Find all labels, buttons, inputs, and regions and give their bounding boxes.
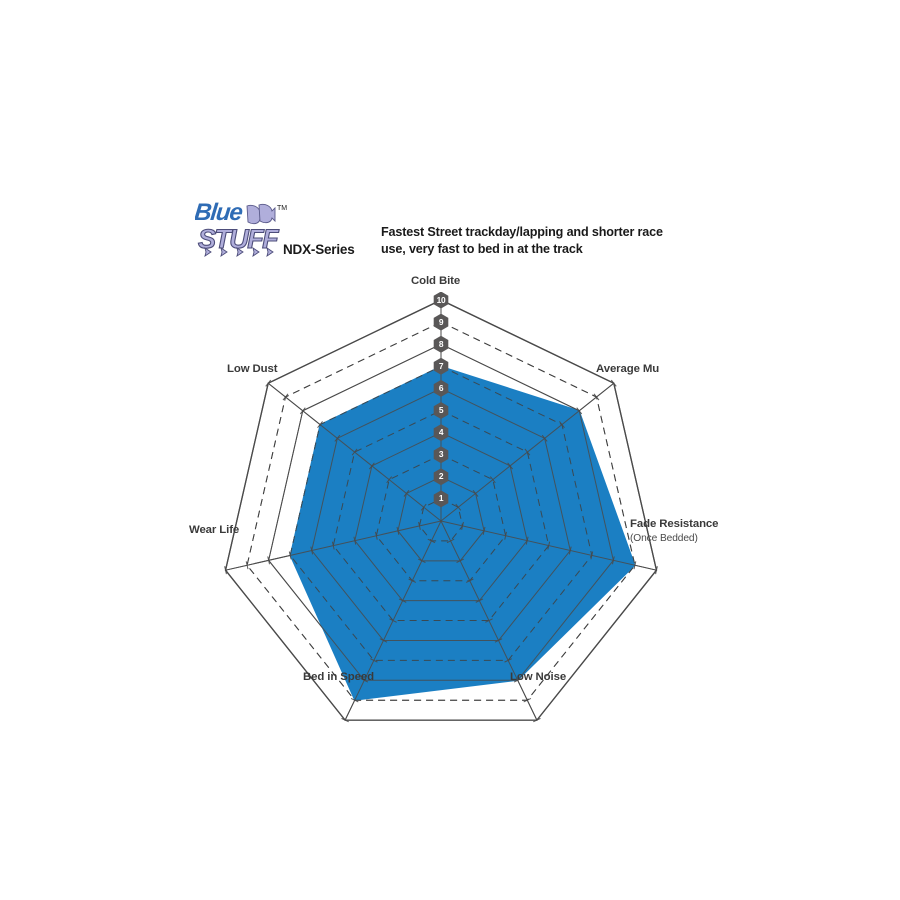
- product-tagline: Fastest Street trackday/lapping and shor…: [381, 225, 663, 256]
- scale-marker-5: 5: [433, 402, 449, 419]
- bluestuff-logo: Blue TM STUFF: [195, 198, 295, 260]
- axis-label-low-dust: Low Dust: [227, 363, 278, 375]
- svg-text:Blue: Blue: [195, 199, 244, 226]
- scale-marker-2: 2: [433, 468, 449, 486]
- series-name: NDX-Series: [283, 242, 355, 257]
- scale-marker-8: 8: [433, 335, 449, 353]
- scale-marker-3: 3: [433, 446, 449, 464]
- scale-marker-1: 1: [433, 490, 449, 508]
- axis-label-fade-resistance-text: Fade Resistance: [630, 518, 719, 530]
- logo-trademark: TM: [277, 205, 287, 212]
- scale-marker-10: 10: [433, 291, 449, 309]
- logo-word-blue: Blue: [195, 199, 244, 226]
- radar-axis-ticks: [224, 379, 658, 723]
- axis-label-low-noise: Low Noise: [510, 671, 567, 683]
- scale-marker-6: 6: [433, 379, 449, 397]
- bluestuff-logo-svg: Blue TM STUFF: [195, 199, 287, 258]
- axis-label-average-mu: Average Mu: [596, 363, 660, 375]
- axis-label-fade-resistance: Fade Resistance (Once Bedded): [630, 518, 719, 545]
- scale-marker-9: 9: [433, 313, 449, 331]
- header: Blue TM STUFF: [195, 198, 715, 270]
- axis-label-bed-in-speed: Bed in Speed: [303, 671, 374, 683]
- axis-label-wear-life: Wear Life: [189, 524, 240, 536]
- axis-label-fade-resistance-sublabel: (Once Bedded): [630, 532, 698, 544]
- scale-marker-7: 7: [433, 357, 449, 375]
- radar-grid-dashed-overlay: [246, 321, 636, 701]
- axis-label-cold-bite: Cold Bite: [411, 275, 461, 287]
- radar-grid-solid-overlay: [224, 299, 658, 721]
- scale-marker-4: 4: [433, 424, 449, 442]
- radar-series-polygon: [289, 365, 636, 701]
- logo-fish-tails: [246, 203, 276, 225]
- logo-word-stuff: STUFF: [197, 223, 282, 258]
